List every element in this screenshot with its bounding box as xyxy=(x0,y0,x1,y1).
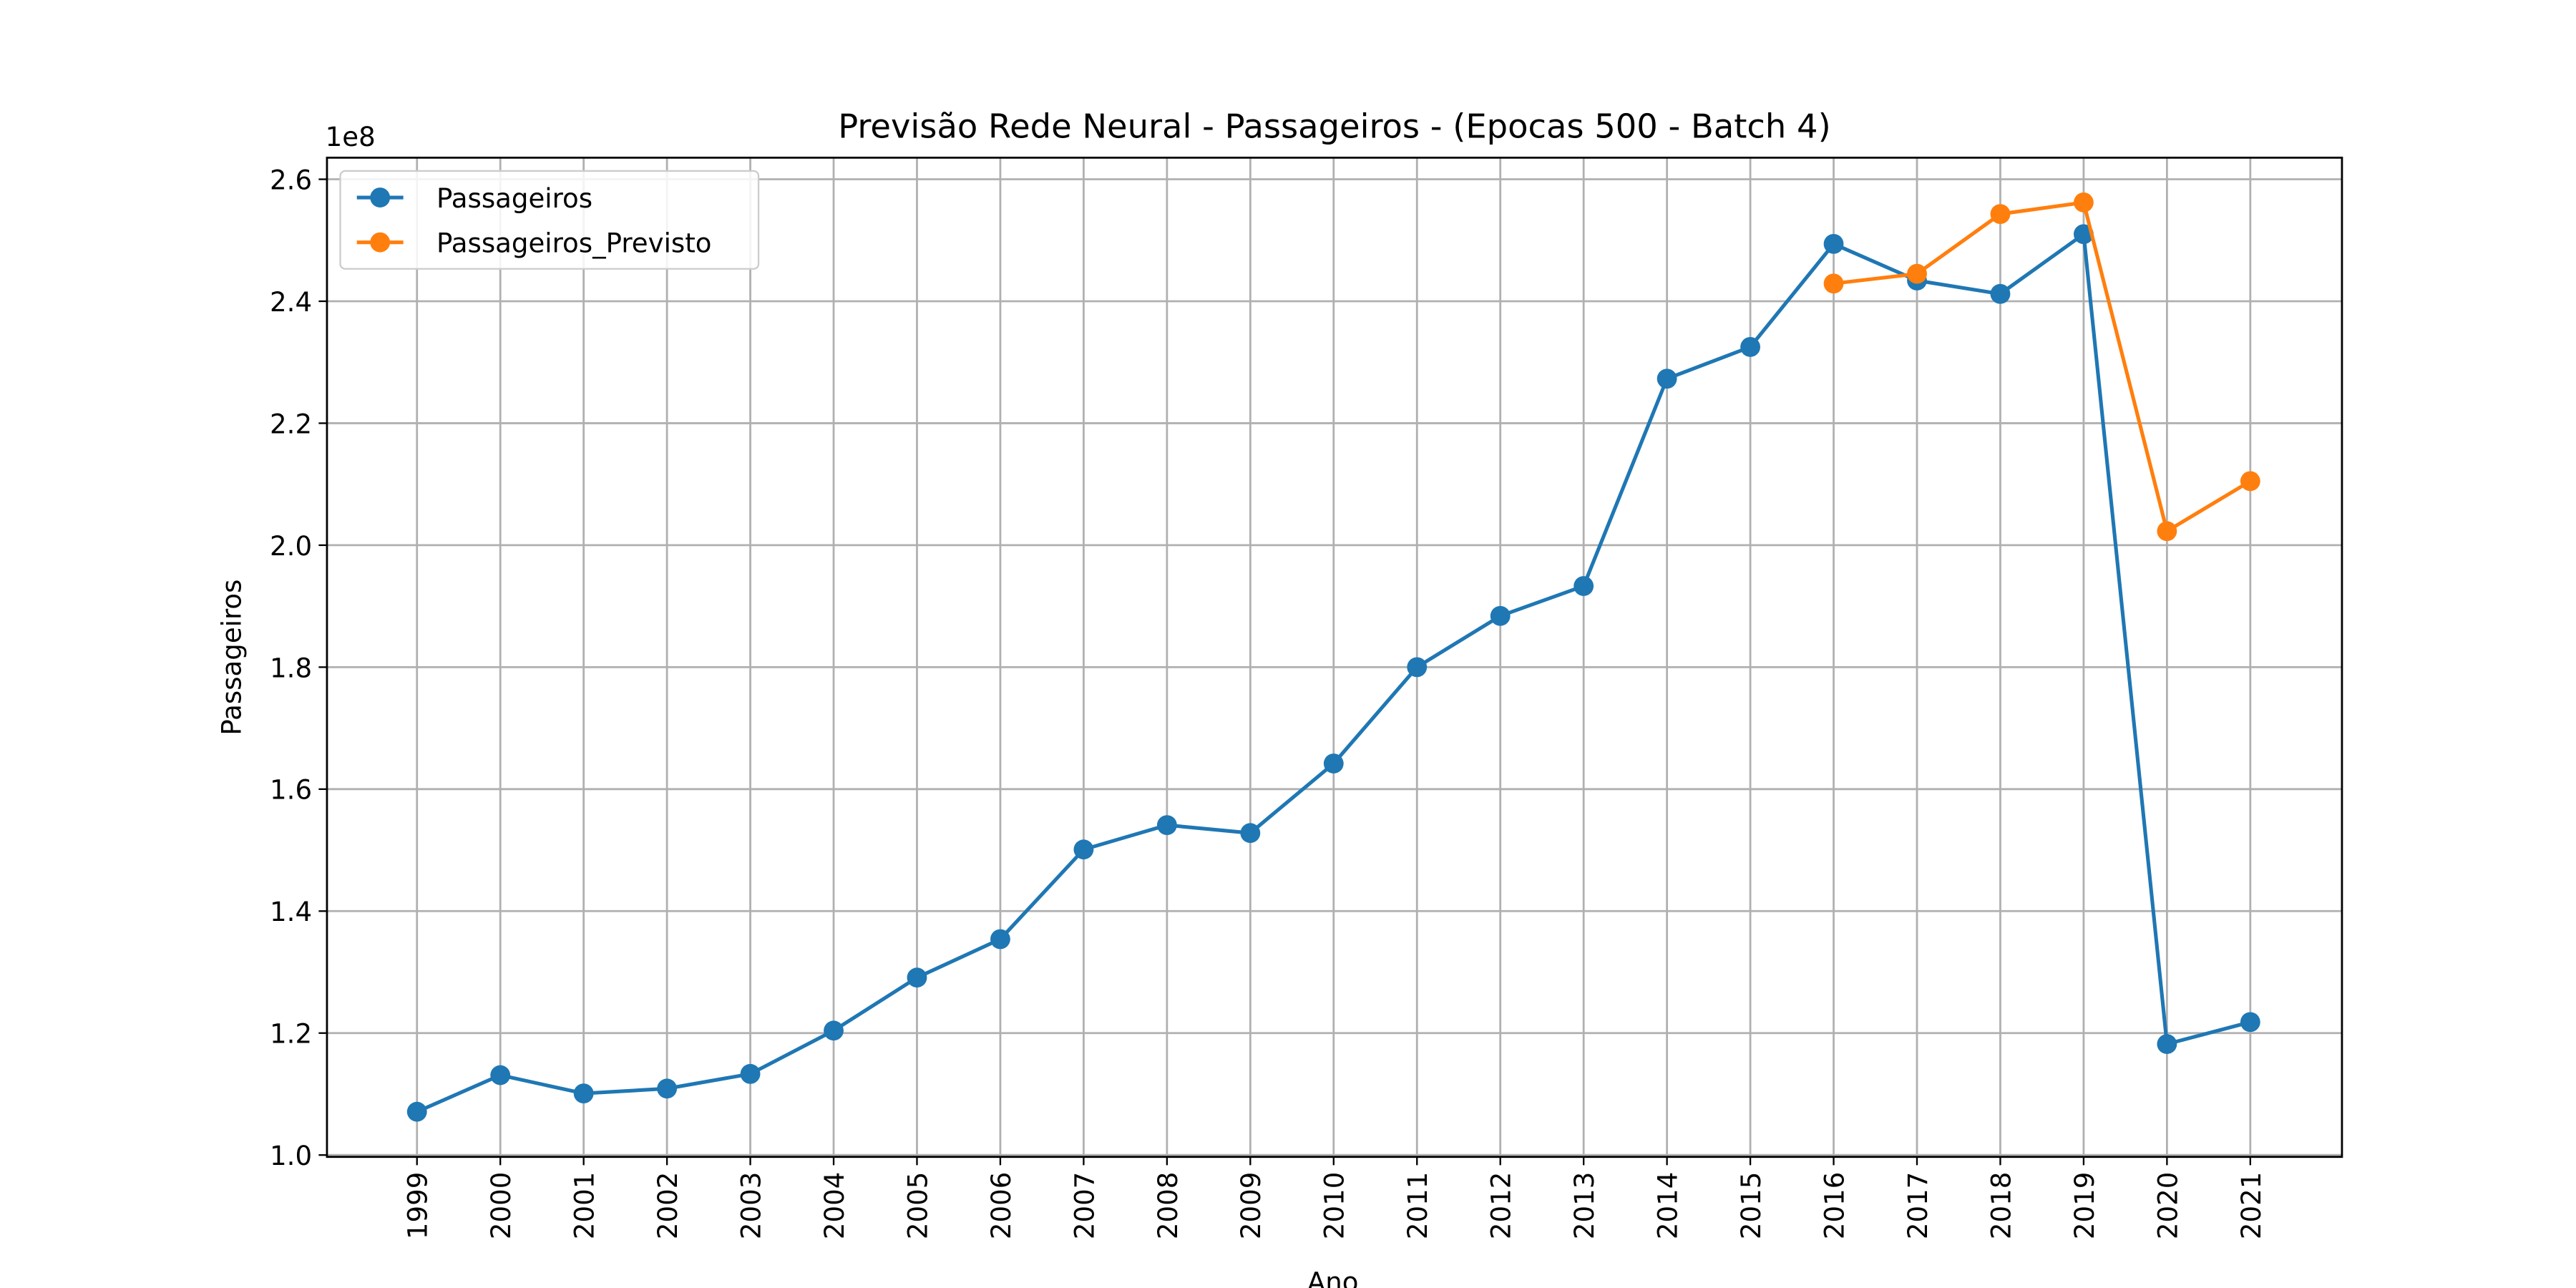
x-tick-label: 2006 xyxy=(986,1172,1017,1239)
data-point xyxy=(1490,605,1511,626)
x-tick-label: 2002 xyxy=(653,1172,683,1239)
y-axis-label: Passageiros xyxy=(216,580,247,736)
y-tick-label: 1.2 xyxy=(270,1019,312,1050)
data-point xyxy=(1990,204,2011,225)
data-point xyxy=(1823,273,1844,294)
x-tick-label: 2020 xyxy=(2152,1172,2183,1239)
x-tick-label: 2011 xyxy=(1402,1172,1433,1239)
data-point xyxy=(2240,1012,2260,1033)
x-tick-label: 2015 xyxy=(1736,1172,1767,1239)
data-point xyxy=(1407,657,1428,678)
x-tick-label: 2009 xyxy=(1236,1172,1267,1239)
legend-marker xyxy=(370,187,391,208)
data-point xyxy=(1823,233,1844,254)
x-tick-label: 2014 xyxy=(1653,1172,1684,1239)
legend-marker xyxy=(370,232,391,253)
plot-frame xyxy=(326,156,2343,1158)
y-tick-label: 1.6 xyxy=(270,775,312,806)
x-tick-label: 2018 xyxy=(1986,1172,2016,1239)
x-tick-label: 2013 xyxy=(1569,1172,1600,1239)
chart-title: Previsão Rede Neural - Passageiros - (Ep… xyxy=(838,107,1830,146)
x-tick-label: 2004 xyxy=(819,1172,850,1239)
x-tick-label: 2016 xyxy=(1819,1172,1850,1239)
data-point xyxy=(1574,576,1594,596)
y-tick-label: 1.4 xyxy=(270,897,312,927)
x-tick-label: 2003 xyxy=(736,1172,766,1239)
data-point xyxy=(2157,521,2177,542)
legend-box xyxy=(339,170,760,270)
data-point xyxy=(657,1078,678,1099)
x-tick-label: 2012 xyxy=(1486,1172,1517,1239)
data-point xyxy=(1240,823,1261,844)
x-tick-label: 2010 xyxy=(1319,1172,1350,1239)
x-tick-label: 2001 xyxy=(570,1172,600,1239)
x-tick-label: 2019 xyxy=(2069,1172,2100,1239)
y-tick-label: 2.4 xyxy=(270,287,312,318)
data-point xyxy=(1740,336,1760,357)
y-tick-label: 2.2 xyxy=(270,409,312,439)
data-point xyxy=(406,1101,427,1122)
y-tick-label: 1.8 xyxy=(270,653,312,683)
data-point xyxy=(1990,283,2011,304)
y-tick-label: 2.6 xyxy=(270,165,312,195)
x-tick-label: 2000 xyxy=(486,1172,517,1239)
x-tick-label: 1999 xyxy=(403,1172,434,1239)
data-point xyxy=(573,1083,594,1104)
legend-label: Passageiros_Previsto xyxy=(436,228,711,259)
x-tick-label: 2005 xyxy=(902,1172,933,1239)
x-axis-label: Ano xyxy=(1307,1267,1359,1288)
legend-label: Passageiros xyxy=(436,183,592,214)
y-tick-label: 1.0 xyxy=(270,1141,312,1171)
legend: Passageiros Passageiros_Previsto xyxy=(339,170,760,270)
data-point xyxy=(990,929,1010,950)
x-tick-label: 2021 xyxy=(2236,1172,2267,1239)
x-tick-label: 2007 xyxy=(1069,1172,1100,1239)
data-point xyxy=(1657,369,1677,389)
data-point xyxy=(1907,263,1927,284)
data-point xyxy=(2240,471,2260,492)
data-point xyxy=(1323,753,1344,774)
data-point xyxy=(1156,815,1177,836)
data-point xyxy=(490,1065,511,1085)
data-point xyxy=(1073,839,1094,860)
data-point xyxy=(740,1063,761,1084)
x-tick-label: 2017 xyxy=(1903,1172,1933,1239)
y-offset-label: 1e8 xyxy=(326,122,376,152)
y-tick-label: 2.0 xyxy=(270,531,312,562)
x-tick-label: 2008 xyxy=(1153,1172,1184,1239)
data-point xyxy=(2157,1034,2177,1054)
data-point xyxy=(2073,192,2094,213)
series-line xyxy=(1833,200,2252,535)
data-point xyxy=(824,1020,844,1041)
data-point xyxy=(907,967,927,988)
